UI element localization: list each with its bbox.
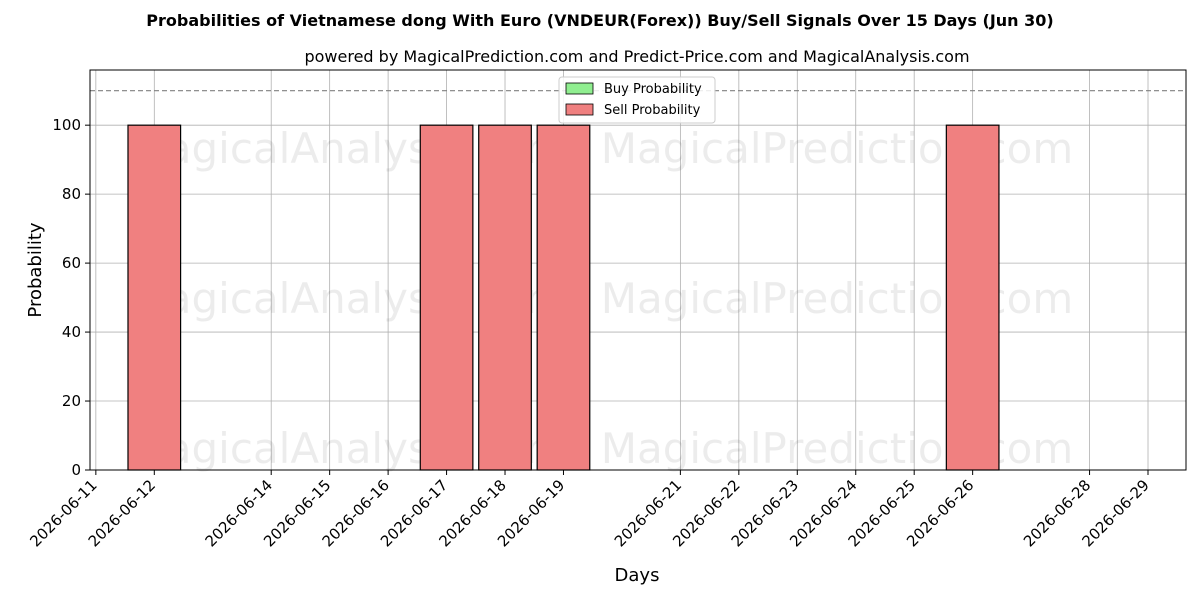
legend-label-buy: Buy Probability xyxy=(604,82,702,97)
legend-label-sell: Sell Probability xyxy=(604,103,701,118)
bars xyxy=(127,124,1000,471)
bar-sell xyxy=(945,124,1000,471)
y-tick-label: 20 xyxy=(62,392,81,410)
legend-swatch-sell xyxy=(565,103,594,116)
y-axis-ticks: 0 20 40 60 80 100 xyxy=(52,116,90,479)
bar-sell xyxy=(419,124,474,471)
y-tick-label: 80 xyxy=(62,185,81,203)
chart-title: Probabilities of Vietnamese dong With Eu… xyxy=(146,11,1053,30)
legend-swatch-buy xyxy=(565,82,594,95)
y-tick-label: 100 xyxy=(52,116,81,134)
watermark-text: MagicalPrediction.com xyxy=(601,124,1074,173)
watermark-text: MagicalPrediction.com xyxy=(601,424,1074,473)
watermark-text: MagicalPrediction.com xyxy=(601,274,1074,323)
y-axis-label: Probability xyxy=(25,222,46,317)
x-axis-label: Days xyxy=(615,565,660,586)
bar-sell xyxy=(127,124,182,471)
bar-sell xyxy=(478,124,532,471)
chart-subtitle: powered by MagicalPrediction.com and Pre… xyxy=(304,47,969,66)
legend: Buy Probability Sell Probability xyxy=(558,76,716,124)
y-tick-label: 0 xyxy=(71,461,81,479)
legend-box xyxy=(558,76,716,124)
y-tick-label: 40 xyxy=(62,323,81,341)
y-tick-label: 60 xyxy=(62,254,81,272)
bar-sell xyxy=(536,124,591,471)
plot-frame xyxy=(89,69,1187,471)
